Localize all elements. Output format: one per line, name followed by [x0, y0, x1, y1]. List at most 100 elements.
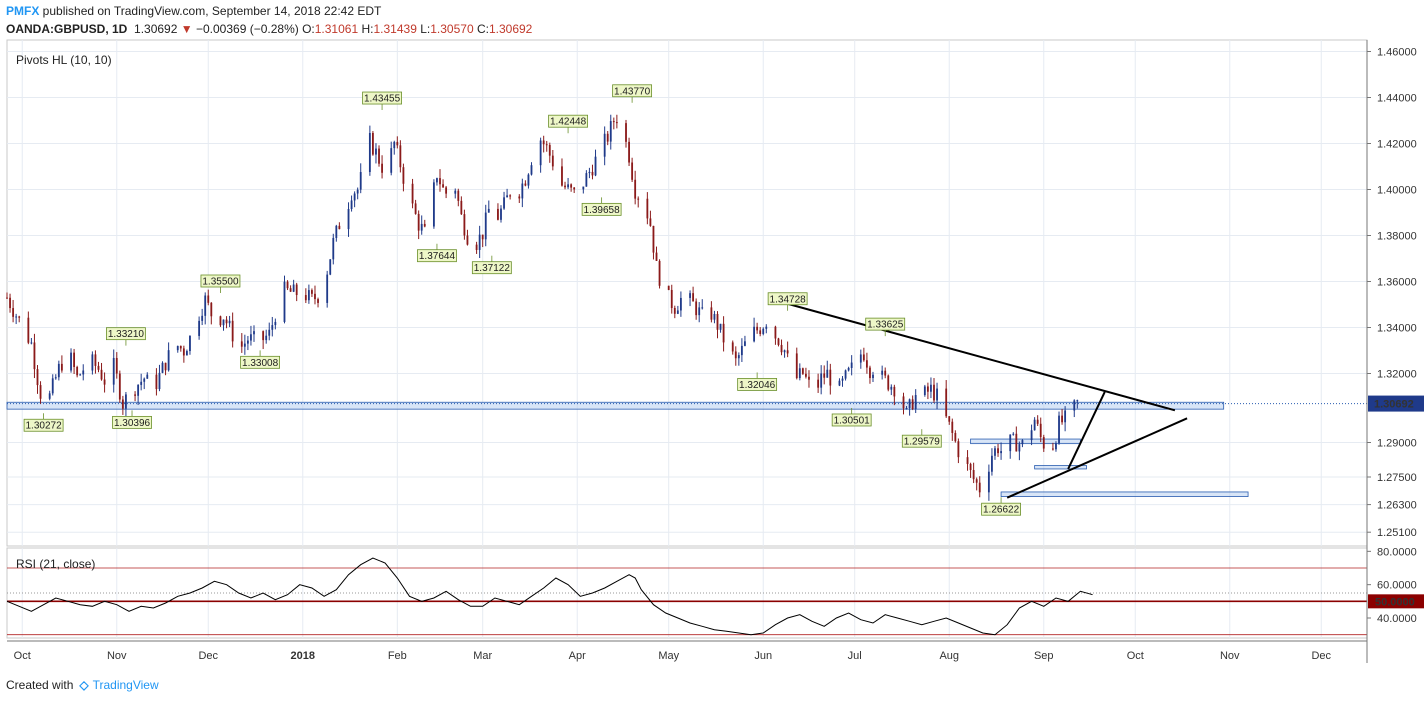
- last-price: 1.30692: [134, 22, 178, 36]
- candle-body: [295, 284, 298, 296]
- candle-body: [402, 167, 405, 184]
- candle-body: [1021, 440, 1024, 445]
- time-tick-label: Oct: [14, 650, 31, 662]
- candle-body: [356, 189, 359, 194]
- candle-body: [582, 186, 585, 190]
- candle-body: [393, 141, 396, 149]
- pivot-label-box: [901, 434, 942, 448]
- candle-body: [73, 352, 75, 368]
- support-zone: [1034, 465, 1087, 470]
- pivot-label-box: [471, 261, 512, 275]
- publish-info: PMFX published on TradingView.com, Septe…: [6, 4, 381, 18]
- close-value: 1.30692: [488, 22, 533, 36]
- candle-body: [121, 399, 124, 409]
- price-pane-frame: [6, 39, 1368, 547]
- candle-body: [158, 372, 161, 390]
- candle-body: [673, 307, 676, 314]
- candle-body: [740, 345, 743, 356]
- candle-body: [521, 183, 524, 199]
- candle-body: [307, 290, 310, 301]
- candle-body: [957, 441, 960, 458]
- candle-body: [698, 307, 701, 316]
- candle-body: [841, 378, 844, 381]
- candle-body: [103, 379, 106, 385]
- candle-body: [381, 163, 383, 173]
- candle-body: [347, 209, 350, 230]
- tradingview-link[interactable]: TradingView: [92, 678, 159, 692]
- candle-body: [798, 368, 801, 379]
- candle-body: [155, 374, 158, 390]
- pivot-label: 1.26622: [983, 505, 1020, 516]
- candle-body: [887, 375, 890, 390]
- candle-body: [503, 197, 505, 209]
- candle-body: [332, 237, 335, 260]
- candle-body: [808, 376, 810, 380]
- candle-body: [786, 350, 789, 354]
- high-label: H:: [361, 22, 374, 36]
- candle-body: [838, 380, 841, 386]
- candle-body: [731, 342, 734, 352]
- candle-body: [436, 178, 438, 183]
- time-axis[interactable]: Oct Nov Dec 2018 Feb Mar Apr May Jun Jul Aug Sep Oct…: [7, 40, 1368, 663]
- candle-body: [722, 323, 725, 343]
- rsi-pane[interactable]: 80.0000 60.0000 50.0000 40.0000 RSI (21, clo…: [6, 546, 1424, 639]
- candle-body: [1052, 448, 1054, 450]
- price-tick-label: 1.38000: [1377, 231, 1417, 243]
- candle-body: [737, 355, 740, 359]
- rsi-mid-tag: [1368, 594, 1424, 609]
- candle-body: [253, 331, 255, 335]
- candle-body: [33, 342, 36, 370]
- candle-body: [335, 225, 338, 238]
- candle-body: [649, 218, 652, 226]
- candle-body: [243, 343, 246, 347]
- pivot-label-box: [612, 84, 653, 98]
- candle-body: [179, 346, 182, 349]
- candle-body: [164, 362, 167, 371]
- candle-body: [60, 363, 63, 371]
- pivot-label: 1.37644: [419, 251, 456, 262]
- candle-body: [631, 162, 634, 180]
- price-tick-label: 1.46000: [1377, 47, 1417, 59]
- pivot-label-box: [865, 317, 906, 331]
- candle-body: [359, 172, 362, 190]
- candle-body: [198, 320, 201, 336]
- pivot-label: 1.33008: [242, 358, 279, 369]
- candle-body: [54, 377, 57, 379]
- candle-body: [975, 479, 978, 483]
- candle-body: [411, 183, 414, 204]
- candle-body: [817, 379, 820, 388]
- candle-body: [201, 315, 204, 321]
- candle-body: [79, 374, 82, 376]
- close-label: C:: [476, 22, 489, 36]
- rsi-pane-title: RSI (21, close): [16, 557, 95, 571]
- candle-body: [933, 384, 935, 401]
- candle-body: [847, 367, 850, 371]
- candle-body: [655, 252, 658, 261]
- candle-body: [744, 341, 746, 346]
- candle-body: [457, 190, 460, 201]
- price-pane[interactable]: 1.30272 1.33210 1.30396 1.35500 1.33008 1.434…: [6, 39, 1424, 547]
- candle-body: [710, 307, 713, 320]
- time-tick-label: Aug: [939, 650, 959, 662]
- candle-body: [679, 297, 682, 311]
- candle-body: [30, 342, 33, 344]
- candle-body: [966, 457, 969, 464]
- pivot-label-box: [106, 327, 146, 341]
- candle-body: [484, 212, 487, 240]
- price-tick-label: 1.34000: [1377, 323, 1417, 335]
- candle-body: [908, 399, 911, 409]
- candle-body: [780, 344, 783, 353]
- candle-body: [475, 244, 478, 250]
- candle-body: [423, 223, 426, 227]
- footer: Created with ◇ TradingView: [6, 678, 159, 692]
- candle-body: [481, 234, 484, 240]
- candle-body: [353, 193, 356, 201]
- pivot-label-box: [240, 355, 280, 369]
- candle-body: [48, 393, 51, 399]
- candle-body: [603, 133, 606, 157]
- candle-body: [372, 132, 374, 155]
- author-name[interactable]: PMFX: [6, 4, 40, 18]
- candle-body: [350, 200, 353, 210]
- candle-body: [548, 144, 551, 156]
